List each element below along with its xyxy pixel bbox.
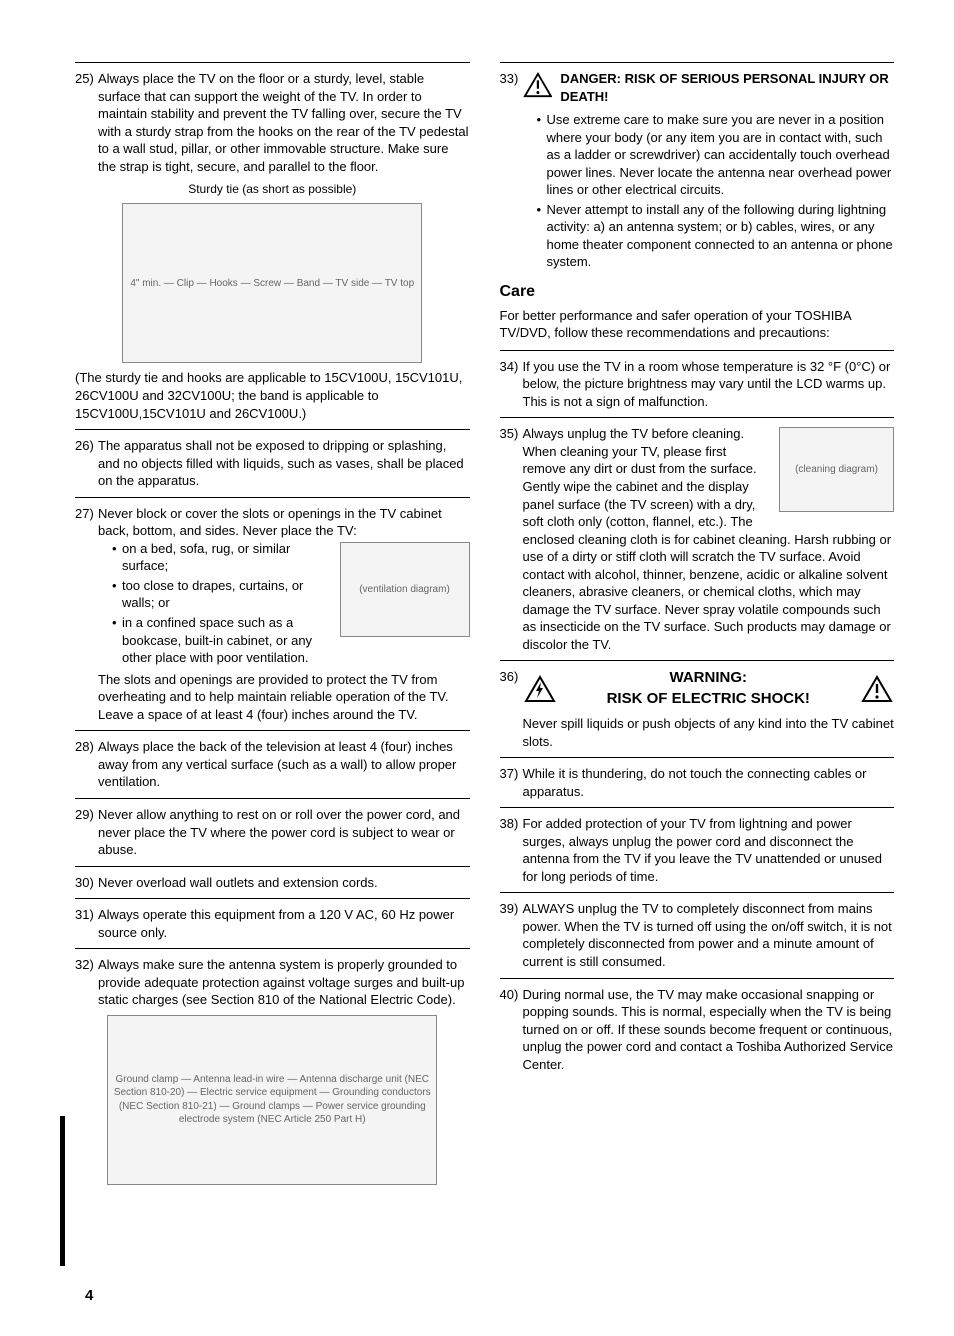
figure-sturdy-tie: 4" min. — Clip — Hooks — Screw — Band — … [122,203,422,363]
bullet: on a bed, sofa, rug, or similar surface; [112,540,470,575]
item-29: 29) Never allow anything to rest on or r… [75,806,470,859]
divider [75,898,470,899]
item-34: 34) If you use the TV in a room whose te… [500,358,895,411]
item-27-bullets: on a bed, sofa, rug, or similar surface;… [98,540,470,667]
item-40: 40) During normal use, the TV may make o… [500,986,895,1074]
item-number: 40) [500,986,519,1004]
warning-exclaim-icon [860,674,894,704]
item-39: 39) ALWAYS unplug the TV to completely d… [500,900,895,970]
item-number: 33) [500,70,519,88]
item-number: 38) [500,815,519,833]
item-text: Never spill liquids or push objects of a… [523,715,895,750]
divider [75,429,470,430]
figure-note: (The sturdy tie and hooks are applicable… [75,369,470,422]
item-37: 37) While it is thundering, do not touch… [500,765,895,800]
bullet: Use extreme care to make sure you are ne… [537,111,895,199]
item-30: 30) Never overload wall outlets and exte… [75,874,470,892]
item-text: During normal use, the TV may make occas… [523,987,894,1072]
item-32: 32) Always make sure the antenna system … [75,956,470,1009]
page-number: 4 [85,1286,93,1306]
item-number: 35) [500,425,519,443]
figure-labels: Ground clamp — Antenna lead-in wire — An… [112,1073,432,1127]
item-28: 28) Always place the back of the televis… [75,738,470,791]
item-text: Never block or cover the slots or openin… [98,506,442,539]
item-number: 34) [500,358,519,376]
warning-title: DANGER: RISK OF SERIOUS PERSONAL INJURY … [560,70,894,105]
item-text: The apparatus shall not be exposed to dr… [98,438,464,488]
bullet: too close to drapes, curtains, or walls;… [112,577,470,612]
item-35: 35) (cleaning diagram) Always unplug the… [500,425,895,653]
divider [75,730,470,731]
item-26: 26) The apparatus shall not be exposed t… [75,437,470,490]
divider [500,892,895,893]
item-text: Always place the back of the television … [98,739,456,789]
item-text: Always operate this equipment from a 120… [98,907,454,940]
care-intro: For better performance and safer operati… [500,307,895,342]
divider [75,948,470,949]
item-36: 36) WARNING: RISK OF ELECTRIC SHOCK! Nev… [500,668,895,750]
item-text: Never overload wall outlets and extensio… [98,875,378,890]
warning-title-1: WARNING: [670,669,748,686]
item-text: Always place the TV on the floor or a st… [98,71,468,174]
item-33: 33) DANGER: RISK OF SERIOUS PERSONAL INJ… [500,70,895,271]
item-38: 38) For added protection of your TV from… [500,815,895,885]
item-number: 36) [500,668,519,686]
warning-title-2: RISK OF ELECTRIC SHOCK! [607,690,810,707]
divider [500,350,895,351]
item-25: 25) Always place the TV on the floor or … [75,70,470,175]
item-27: 27) Never block or cover the slots or op… [75,505,470,724]
item-number: 39) [500,900,519,918]
divider [500,978,895,979]
item-number: 37) [500,765,519,783]
item-33-bullets: Use extreme care to make sure you are ne… [523,111,895,271]
figure-labels: 4" min. — Clip — Hooks — Screw — Band — … [130,277,414,291]
item-number: 28) [75,738,94,756]
left-column: 25) Always place the TV on the floor or … [75,55,470,1185]
care-heading: Care [500,281,895,303]
bullet: in a confined space such as a bookcase, … [112,614,470,667]
item-number: 27) [75,505,94,523]
item-number: 31) [75,906,94,924]
divider [500,62,895,63]
figure-cleaning: (cleaning diagram) [779,427,894,512]
divider [75,866,470,867]
item-number: 30) [75,874,94,892]
item-text: Never allow anything to rest on or roll … [98,807,460,857]
warning-exclaim-icon [523,70,553,100]
item-number: 29) [75,806,94,824]
item-number: 32) [75,956,94,974]
divider [500,660,895,661]
item-number: 26) [75,437,94,455]
item-31: 31) Always operate this equipment from a… [75,906,470,941]
item-text: ALWAYS unplug the TV to completely disco… [523,901,892,969]
divider [500,757,895,758]
bullet: Never attempt to install any of the foll… [537,201,895,271]
item-text: While it is thundering, do not touch the… [523,766,867,799]
item-text: For added protection of your TV from lig… [523,816,882,884]
figure-grounding: Ground clamp — Antenna lead-in wire — An… [107,1015,437,1185]
divider [75,497,470,498]
figure-caption: Sturdy tie (as short as possible) [75,181,470,197]
divider [500,807,895,808]
shock-bolt-icon [523,674,557,704]
item-text: Always make sure the antenna system is p… [98,957,464,1007]
divider [75,798,470,799]
divider [75,62,470,63]
divider [500,417,895,418]
item-27-tail: The slots and openings are provided to p… [98,671,470,724]
right-column: 33) DANGER: RISK OF SERIOUS PERSONAL INJ… [500,55,895,1185]
page-edge-tab [60,1116,65,1266]
item-text: If you use the TV in a room whose temper… [523,359,891,409]
item-number: 25) [75,70,94,88]
